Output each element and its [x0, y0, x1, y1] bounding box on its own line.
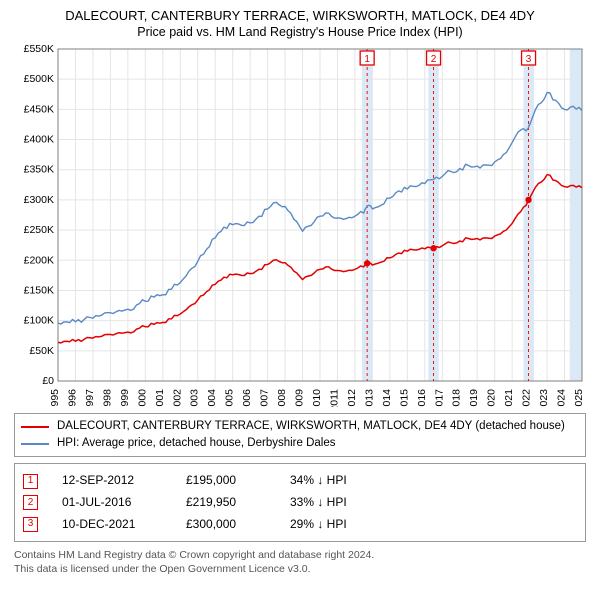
svg-text:£450K: £450K	[24, 103, 54, 115]
legend-label: HPI: Average price, detached house, Derb…	[57, 435, 336, 452]
svg-text:£150K: £150K	[24, 284, 54, 296]
svg-text:2009: 2009	[294, 389, 306, 407]
transaction-price: £195,000	[186, 470, 266, 492]
svg-text:3: 3	[526, 54, 532, 65]
svg-text:2006: 2006	[241, 389, 253, 407]
svg-text:2021: 2021	[503, 389, 515, 407]
svg-text:£350K: £350K	[24, 164, 54, 176]
svg-text:£0: £0	[42, 375, 54, 387]
transaction-row: 2 01-JUL-2016 £219,950 33% ↓ HPI	[23, 492, 577, 514]
legend-swatch	[21, 443, 49, 445]
svg-text:£100K: £100K	[24, 315, 54, 327]
svg-text:2024: 2024	[556, 389, 568, 407]
svg-text:2008: 2008	[276, 389, 288, 407]
svg-text:2025: 2025	[573, 389, 585, 407]
legend-item: DALECOURT, CANTERBURY TERRACE, WIRKSWORT…	[21, 418, 579, 435]
svg-text:1997: 1997	[84, 389, 96, 407]
svg-text:2: 2	[431, 54, 437, 65]
legend: DALECOURT, CANTERBURY TERRACE, WIRKSWORT…	[14, 413, 586, 458]
transaction-date: 10-DEC-2021	[62, 514, 162, 536]
footer-attribution: Contains HM Land Registry data © Crown c…	[14, 548, 586, 576]
svg-text:£200K: £200K	[24, 254, 54, 266]
transaction-diff: 29% ↓ HPI	[290, 514, 380, 536]
svg-text:2011: 2011	[328, 389, 340, 407]
legend-item: HPI: Average price, detached house, Derb…	[21, 435, 579, 452]
chart-title: DALECOURT, CANTERBURY TERRACE, WIRKSWORT…	[14, 8, 586, 25]
svg-text:£250K: £250K	[24, 224, 54, 236]
svg-text:1998: 1998	[101, 389, 113, 407]
svg-text:2014: 2014	[381, 389, 393, 407]
transactions-table: 1 12-SEP-2012 £195,000 34% ↓ HPI 2 01-JUL-201…	[14, 463, 586, 542]
transaction-price: £219,950	[186, 492, 266, 514]
transaction-diff: 34% ↓ HPI	[290, 470, 380, 492]
svg-text:£300K: £300K	[24, 194, 54, 206]
svg-text:2000: 2000	[136, 389, 148, 407]
transaction-marker: 1	[23, 474, 38, 489]
transaction-price: £300,000	[186, 514, 266, 536]
svg-text:1999: 1999	[119, 389, 131, 407]
transaction-marker: 3	[23, 517, 38, 532]
svg-text:2016: 2016	[416, 389, 428, 407]
svg-text:2001: 2001	[154, 389, 166, 407]
svg-text:2010: 2010	[311, 389, 323, 407]
svg-text:£500K: £500K	[24, 73, 54, 85]
svg-text:2017: 2017	[433, 389, 445, 407]
svg-text:2002: 2002	[171, 389, 183, 407]
svg-text:2003: 2003	[189, 389, 201, 407]
svg-text:2004: 2004	[206, 389, 218, 407]
svg-text:2015: 2015	[398, 389, 410, 407]
svg-text:2019: 2019	[468, 389, 480, 407]
transaction-date: 12-SEP-2012	[62, 470, 162, 492]
chart-container: DALECOURT, CANTERBURY TERRACE, WIRKSWORT…	[0, 0, 600, 583]
svg-text:1: 1	[364, 54, 370, 65]
svg-text:2007: 2007	[259, 389, 271, 407]
svg-text:£550K: £550K	[24, 45, 54, 55]
transaction-row: 3 10-DEC-2021 £300,000 29% ↓ HPI	[23, 514, 577, 536]
svg-text:2018: 2018	[451, 389, 463, 407]
footer-line1: Contains HM Land Registry data © Crown c…	[14, 548, 586, 562]
legend-swatch	[21, 426, 49, 428]
svg-text:1995: 1995	[49, 389, 61, 407]
transaction-date: 01-JUL-2016	[62, 492, 162, 514]
transaction-marker: 2	[23, 495, 38, 510]
svg-text:2023: 2023	[538, 389, 550, 407]
price-chart: £0 £50K £100K £150K £200K £250K £300K £350K £400…	[14, 45, 586, 407]
svg-text:£50K: £50K	[29, 345, 54, 357]
svg-text:2012: 2012	[346, 389, 358, 407]
transaction-diff: 33% ↓ HPI	[290, 492, 380, 514]
footer-line2: This data is licensed under the Open Gov…	[14, 562, 586, 576]
svg-text:2020: 2020	[486, 389, 498, 407]
legend-label: DALECOURT, CANTERBURY TERRACE, WIRKSWORT…	[57, 418, 565, 435]
svg-text:2005: 2005	[224, 389, 236, 407]
svg-text:1996: 1996	[66, 389, 78, 407]
svg-text:2013: 2013	[363, 389, 375, 407]
transaction-row: 1 12-SEP-2012 £195,000 34% ↓ HPI	[23, 470, 577, 492]
svg-text:2022: 2022	[521, 389, 533, 407]
svg-text:£400K: £400K	[24, 133, 54, 145]
chart-subtitle: Price paid vs. HM Land Registry's House …	[14, 25, 586, 39]
